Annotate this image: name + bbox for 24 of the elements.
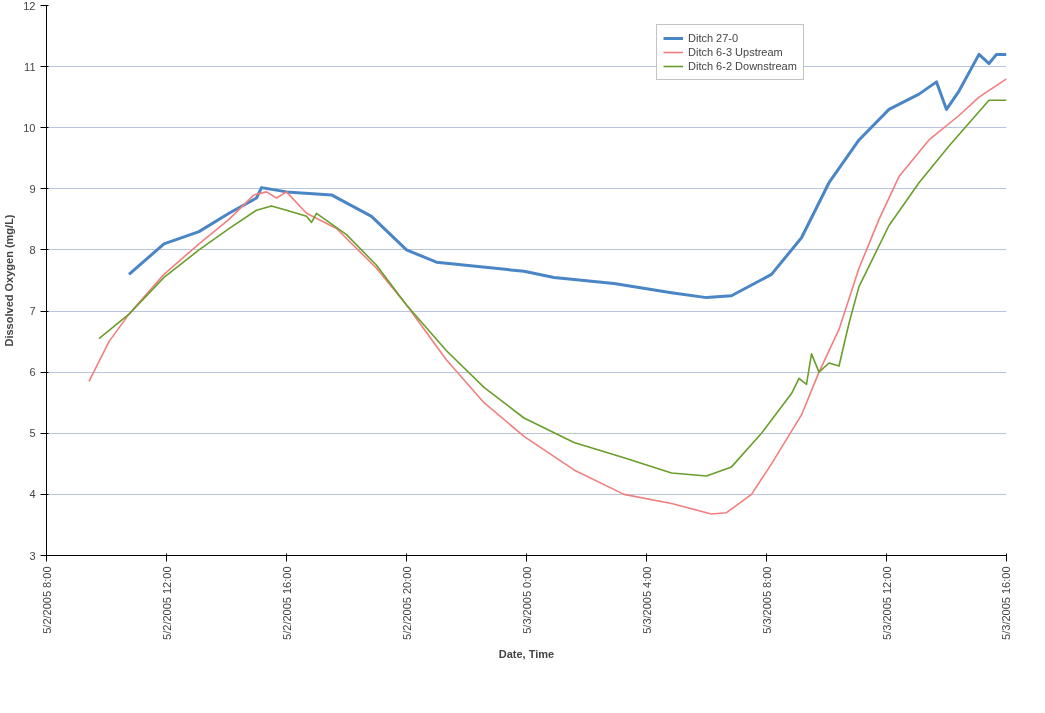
y-tick-label: 4 [29,488,36,501]
y-tick-label: 9 [29,182,36,195]
x-tick-label: 5/3/2005 16:00 [999,566,1012,640]
y-tick-label: 12 [23,0,36,12]
y-tick-label: 5 [29,427,36,440]
x-tick-label: 5/2/2005 16:00 [280,566,293,640]
x-tick-label: 5/3/2005 0:00 [520,566,533,634]
y-tick-label: 8 [29,243,36,256]
legend-label: Ditch 6-3 Upstream [688,45,783,59]
x-axis-title: Date, Time [498,647,555,660]
x-tick-label: 5/3/2005 4:00 [640,566,653,634]
y-tick-label: 11 [24,60,36,73]
y-axis-title: Dissolved Oxygen (mg/L) [3,214,16,347]
y-tick-label: 10 [23,121,36,134]
legend-label: Ditch 6-2 Downstream [688,59,797,73]
y-tick-label: 6 [29,366,36,379]
legend-label: Ditch 27-0 [688,31,739,45]
x-tick-label: 5/3/2005 8:00 [760,566,773,634]
x-tick-label: 5/2/2005 12:00 [160,566,173,640]
y-tick-label: 7 [29,305,36,318]
x-tick-label: 5/2/2005 20:00 [400,566,413,640]
x-tick-label: 5/2/2005 8:00 [40,566,53,634]
x-tick-label: 5/3/2005 12:00 [880,566,893,640]
y-tick-label: 3 [29,549,36,562]
